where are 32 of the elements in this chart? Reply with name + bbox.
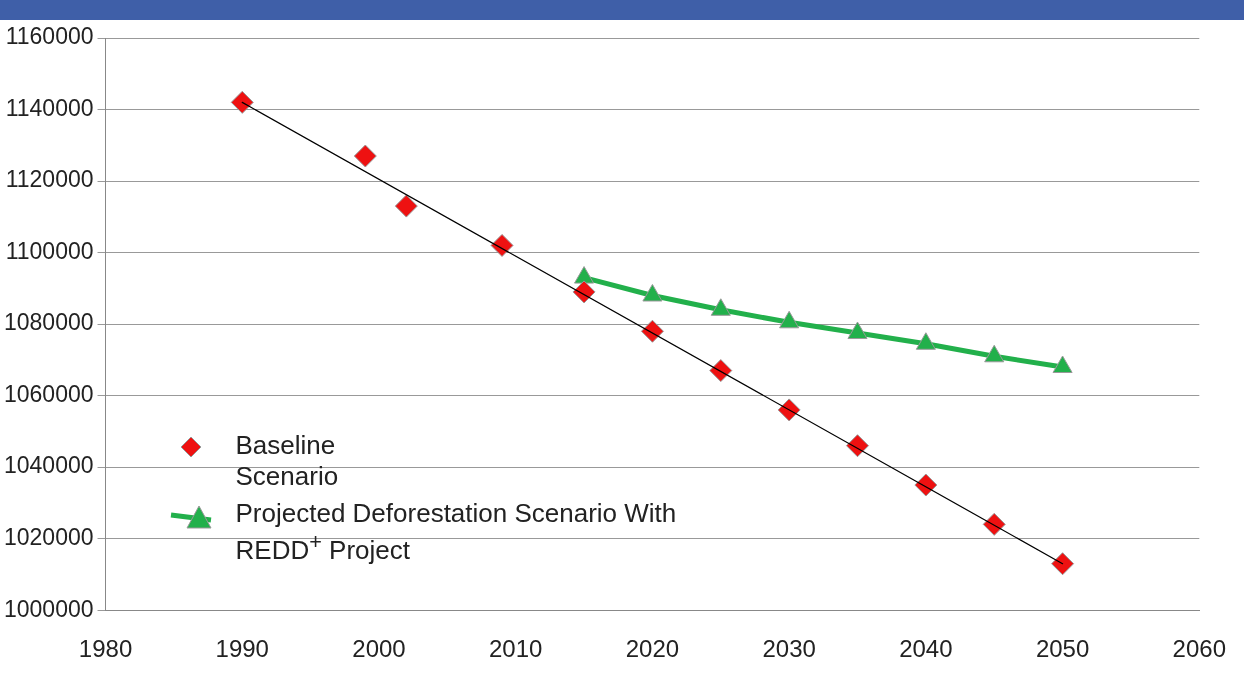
y-tick-label: 1120000 — [5, 166, 94, 193]
point — [572, 280, 596, 304]
x-tick-label: 2000 — [352, 635, 406, 663]
point — [914, 473, 938, 497]
legend-label: Projected Deforestation Scenario With REDD$^{+}$ Project — [235, 498, 678, 566]
point — [1051, 552, 1075, 576]
y-tick-label: 1040000 — [3, 452, 94, 479]
point — [490, 233, 514, 257]
x-tick-label: 2050 — [1035, 635, 1090, 663]
point — [846, 434, 869, 458]
y-tick-label: 1080000 — [3, 309, 94, 336]
x-tick-label: 2010 — [489, 635, 543, 663]
x-tick-label: 2040 — [899, 635, 953, 663]
y-tick-label: 1100000 — [5, 237, 94, 264]
point — [394, 194, 418, 218]
point — [230, 90, 254, 114]
x-tick-label: 2030 — [762, 635, 816, 663]
point — [777, 398, 801, 422]
point — [982, 512, 1006, 536]
point — [353, 144, 377, 168]
point — [709, 359, 733, 383]
legend-label: Baseline Scenario — [235, 430, 340, 493]
y-tick-label: 1140000 — [5, 94, 94, 121]
x-tick-label: 2060 — [1172, 635, 1226, 663]
x-tick-label: 1980 — [78, 635, 133, 663]
x-tick-label: 2020 — [625, 635, 680, 663]
y-tick-label: 1060000 — [3, 380, 94, 407]
y-tick-label: 1160000 — [5, 23, 94, 50]
point — [640, 319, 664, 343]
y-tick-label: 1020000 — [3, 524, 94, 551]
y-tick-label: 1000000 — [3, 595, 94, 622]
x-tick-label: 1990 — [215, 635, 269, 663]
